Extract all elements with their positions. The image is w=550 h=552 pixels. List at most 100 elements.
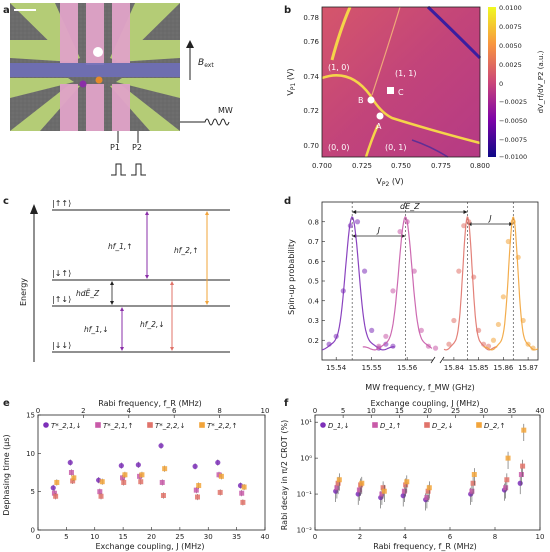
data-point	[218, 473, 224, 479]
svg-text:Spin-up probability: Spin-up probability	[287, 239, 296, 315]
y-tick-label: 0.3	[308, 317, 319, 325]
x-tick-label: 15.85	[469, 364, 489, 372]
svg-text:Energy: Energy	[19, 278, 28, 306]
top-tick-label: 4	[127, 407, 132, 415]
y-tick-label: 0.4	[308, 297, 320, 305]
data-point	[418, 327, 424, 333]
data-point	[390, 288, 396, 294]
svg-text:hf_1,↓: hf_1,↓	[84, 325, 109, 334]
data-point	[469, 488, 475, 494]
data-point	[162, 466, 168, 472]
y-tick-label: 10¹	[300, 419, 312, 427]
y-tick-label: 10	[26, 450, 35, 458]
svg-text:0: 0	[499, 80, 503, 88]
top-tick-label: 6	[172, 407, 177, 415]
svg-text:0.74: 0.74	[303, 73, 319, 81]
x-tick-label: 10	[536, 533, 545, 541]
data-point	[139, 472, 145, 478]
panel-label-d: d	[284, 196, 292, 207]
data-point	[334, 485, 340, 491]
data-point	[381, 488, 387, 494]
y-tick-label: 5	[31, 488, 35, 496]
mw-waveform-icon	[180, 118, 230, 126]
data-point	[451, 317, 457, 324]
legend-label: D_2,↓	[432, 422, 453, 430]
svg-text:P1: P1	[110, 143, 120, 152]
y-tick-label: 0.6	[308, 258, 320, 266]
data-point	[520, 463, 526, 469]
data-point	[50, 485, 56, 491]
fit-curve	[483, 216, 539, 351]
top-tick-label: 30	[479, 407, 488, 415]
legend-marker	[476, 422, 482, 428]
svg-text:|↓↑⟩: |↓↑⟩	[52, 269, 71, 278]
svg-text:−0.0050: −0.0050	[499, 117, 527, 125]
data-point	[432, 345, 439, 351]
dez-arrow-label: dẼ_Z	[400, 201, 420, 211]
data-point	[97, 489, 103, 495]
data-point	[361, 268, 368, 274]
top-tick-label: 40	[536, 407, 545, 415]
data-point	[380, 485, 386, 491]
data-point	[138, 479, 144, 485]
svg-text:0.0025: 0.0025	[499, 61, 522, 69]
data-point	[466, 219, 472, 225]
pulse-p1-icon	[111, 163, 126, 176]
top-tick-label: 0	[36, 407, 40, 415]
svg-text:|↑↑⟩: |↑↑⟩	[52, 199, 71, 208]
data-point	[217, 489, 223, 495]
svg-text:0.0075: 0.0075	[499, 23, 522, 31]
top-tick-label: 20	[423, 407, 432, 415]
fit-curve	[362, 215, 433, 351]
svg-text:0.70: 0.70	[303, 142, 319, 150]
data-point	[379, 491, 385, 497]
data-point	[192, 463, 198, 469]
data-point	[471, 274, 477, 280]
svg-text:0.0050: 0.0050	[499, 42, 522, 50]
y-tick-label: 0.5	[308, 278, 319, 286]
arrow-right-icon	[463, 210, 468, 214]
data-point	[240, 499, 246, 505]
point-a	[376, 112, 384, 120]
panel-label-e: e	[3, 398, 10, 409]
x-tick-label: 8	[493, 533, 497, 541]
y-tick-label: 0	[31, 527, 35, 535]
top-tick-label: 10	[367, 407, 376, 415]
legend-label: T*_2,1,↑	[103, 422, 134, 430]
data-point	[495, 321, 502, 328]
x-tick-label: 6	[448, 533, 453, 541]
svg-text:0.725: 0.725	[352, 162, 372, 170]
svg-text:−0.0075: −0.0075	[499, 136, 527, 144]
svg-text:0.750: 0.750	[391, 162, 411, 170]
x-tick-label: 30	[204, 533, 213, 541]
data-point	[239, 490, 245, 496]
region-0-1: (0, 1)	[385, 143, 407, 152]
data-point	[193, 487, 199, 493]
data-point	[336, 477, 342, 483]
legend-marker	[320, 422, 326, 428]
svg-text:0.800: 0.800	[470, 162, 490, 170]
region-0-0: (0, 0)	[328, 143, 350, 152]
svg-text:VP2 (V): VP2 (V)	[376, 177, 403, 188]
data-point	[158, 443, 164, 449]
svg-text:0.0100: 0.0100	[499, 4, 522, 12]
data-point	[518, 472, 524, 478]
legend-marker	[147, 422, 153, 428]
fit-curve	[321, 215, 395, 351]
data-point	[122, 472, 128, 478]
svg-text:|↓↓⟩: |↓↓⟩	[52, 341, 71, 350]
svg-text:hf_2,↑: hf_2,↑	[174, 246, 199, 255]
data-point	[397, 229, 403, 235]
x-tick-label: 15.84	[444, 364, 465, 372]
top-tick-label: 5	[341, 407, 345, 415]
data-point	[425, 343, 432, 349]
svg-text:A: A	[376, 122, 382, 131]
svg-text:Dephasing time (μs): Dephasing time (μs)	[2, 434, 11, 515]
panel-label-b: b	[284, 5, 292, 16]
data-point	[99, 479, 105, 485]
data-point	[424, 495, 430, 501]
y-tick-label: 10⁻¹	[297, 491, 313, 499]
data-point	[118, 463, 124, 469]
data-point	[215, 459, 221, 466]
